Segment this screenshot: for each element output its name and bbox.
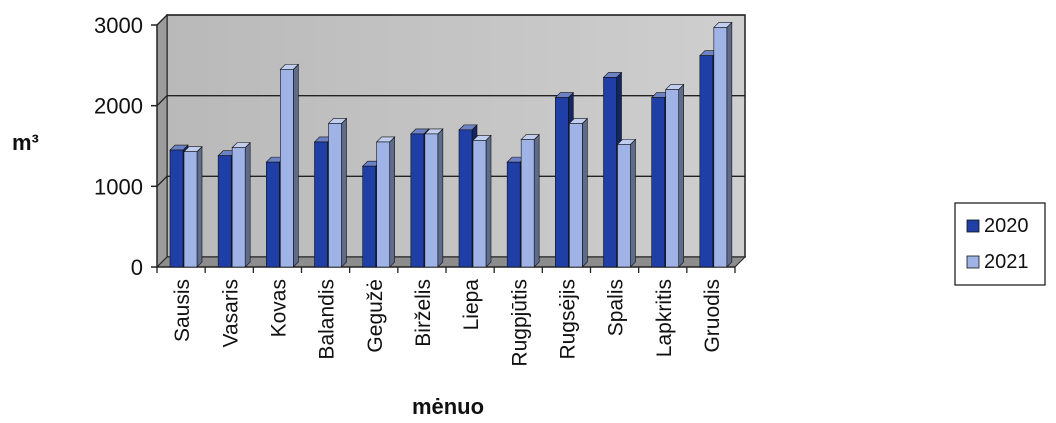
legend-label-2020: 2020 [984, 215, 1029, 237]
bar-side [485, 134, 492, 268]
bar-side [533, 133, 540, 268]
bar-side [389, 136, 395, 268]
x-tick-label: Kovas [267, 279, 290, 337]
bar-2021-Rugpjūtis [520, 133, 540, 268]
bar-front [410, 133, 425, 268]
gridline [156, 14, 745, 26]
bar-front [183, 151, 198, 268]
x-tick-label: Birželis [412, 279, 435, 347]
bar-side [293, 63, 299, 268]
bars [169, 21, 733, 268]
bar-side [196, 145, 203, 268]
x-axis-title: mėnuo [412, 394, 484, 419]
bar-front [362, 165, 376, 268]
x-tick-label: Rugsėjis [556, 279, 579, 360]
bar-2021-Vasaris [231, 141, 251, 268]
bar-side [678, 83, 684, 268]
side-wall [156, 13, 168, 269]
bar-2021-Lapkritis [664, 83, 685, 268]
x-tick-label: Balandis [316, 279, 339, 360]
x-tick-label: Gegužė [364, 279, 387, 353]
y-tick-label: 1000 [94, 174, 143, 199]
y-tick-label: 3000 [94, 13, 143, 38]
x-tick-label: Spalis [605, 279, 628, 336]
bar-front [458, 129, 473, 268]
bar-2021-Spalis [616, 138, 637, 268]
labels: 0 1000 2000 3000 Sausis Vasaris Kovas Balandis G… [94, 13, 724, 367]
bar-front [506, 161, 521, 268]
x-tick-label: Sausis [171, 279, 194, 342]
y-tick-label: 2000 [94, 94, 143, 119]
bar-side [244, 141, 251, 268]
bar-front [314, 141, 328, 268]
bar-front [713, 27, 728, 268]
bar-2021-Liepa [472, 134, 492, 268]
legend-swatch-2020 [966, 219, 980, 233]
gridline [156, 95, 745, 107]
legend-swatch-2021 [966, 255, 980, 269]
bar-side [630, 138, 636, 268]
y-axis-title: m³ [12, 130, 39, 155]
bar-side [726, 21, 733, 268]
bar-front [231, 147, 246, 268]
bar-front [424, 133, 439, 268]
bar-front [699, 55, 714, 268]
bar-front [569, 123, 583, 268]
bar-front [266, 161, 280, 268]
legend: 2020 2021 [954, 202, 1046, 286]
bar-2021-Balandis [327, 117, 348, 268]
bar-2021-Birželis [424, 128, 444, 268]
bar-front [651, 97, 665, 268]
bar-2021-Sausis [183, 145, 203, 268]
bar-front [617, 144, 631, 268]
bar-side [582, 117, 588, 268]
y-tick-label: 0 [131, 255, 143, 280]
bar-side [437, 128, 444, 268]
bar-front [280, 69, 294, 268]
x-tick-label: Gruodis [701, 279, 724, 353]
bar-front [169, 149, 184, 268]
bar-front [520, 139, 535, 268]
x-tick-label: Lapkritis [653, 279, 676, 357]
bar-2021-Gruodis [713, 21, 733, 268]
bar-side [341, 117, 347, 268]
bar-front [217, 155, 232, 268]
bar-2021-Rugsėjis [568, 117, 589, 268]
x-tick-label: Rugpjūtis [508, 279, 531, 367]
axes [151, 24, 736, 273]
bar-front [603, 77, 617, 268]
gridlines [156, 14, 745, 187]
bar-front [376, 141, 390, 268]
bar-front [472, 140, 487, 268]
gridline [156, 175, 745, 187]
legend-label-2021: 2021 [984, 251, 1029, 273]
bar-front [555, 97, 569, 268]
bar-front [328, 123, 342, 268]
x-tick-label: Vasaris [219, 279, 242, 347]
bar-2021-Kovas [279, 63, 300, 268]
bar-2021-Gegužė [375, 136, 396, 268]
x-tick-label: Liepa [460, 279, 483, 331]
legend-box [954, 202, 1046, 286]
bar-front [665, 89, 679, 268]
